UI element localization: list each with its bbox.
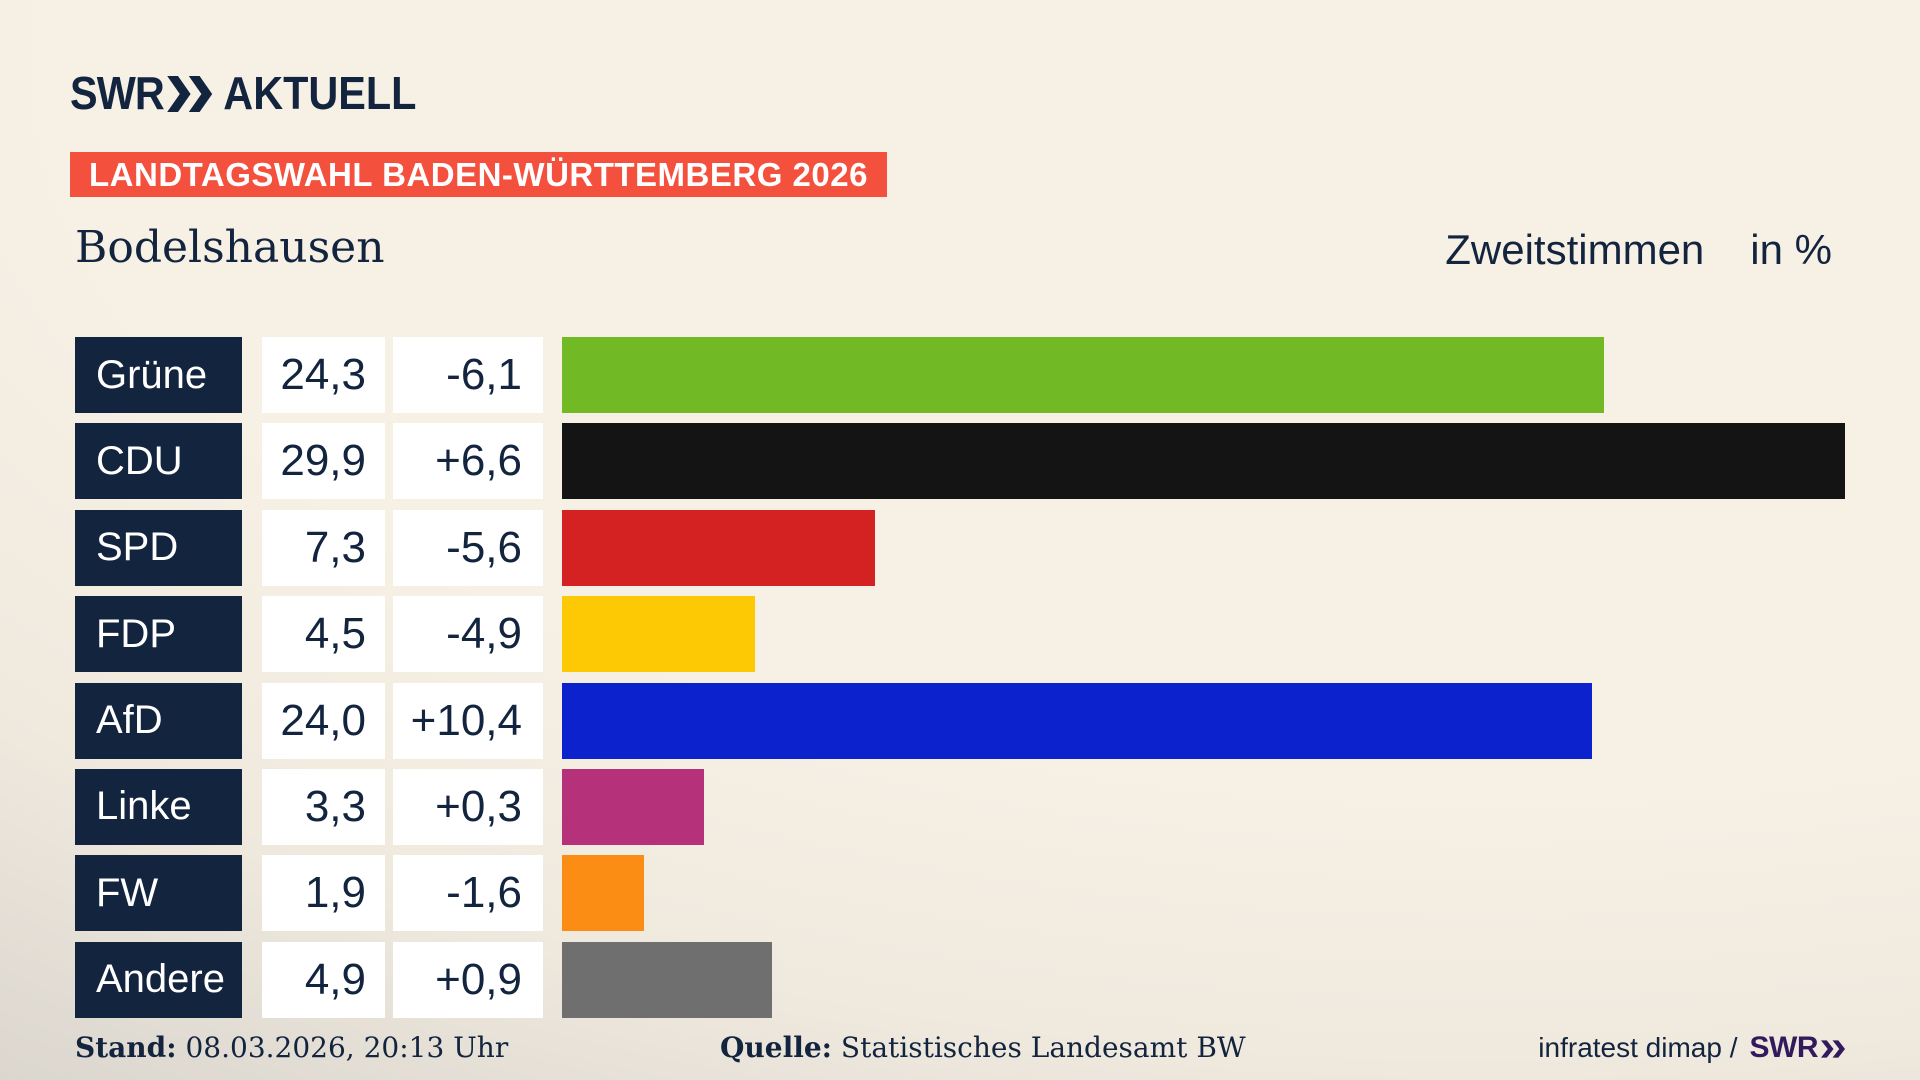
party-label: SPD [75,509,242,586]
election-banner: LANDTAGSWAHL BADEN-WÜRTTEMBERG 2026 [70,152,887,197]
party-value: 4,5 [262,596,385,673]
source-credit: Quelle: Statistisches Landesamt BW [720,1031,1246,1064]
party-label: AfD [75,682,242,759]
party-value: 29,9 [262,423,385,500]
chart: Grüne 24,3 -6,1 CDU 29,9 +6,6 SPD 7,3 -5,6 FDP 4,5… [0,337,1920,1028]
party-value: 7,3 [262,509,385,586]
party-label: Andere [75,941,242,1018]
party-row: Grüne 24,3 -6,1 [0,337,1920,413]
stand-label: Stand: [75,1031,177,1064]
party-label: CDU [75,423,242,500]
party-row: FW 1,9 -1,6 [0,855,1920,932]
party-change: -5,6 [393,509,543,586]
swr-logo-text: SWR [70,67,165,119]
party-row: FDP 4,5 -4,9 [0,596,1920,673]
party-bar [562,423,1845,500]
party-change: +0,3 [393,768,543,845]
party-bar [562,941,773,1018]
credit-text: infratest dimap / [1538,1032,1738,1063]
party-bar [562,337,1605,413]
party-change: +10,4 [393,682,543,759]
party-change: +6,6 [393,423,543,500]
party-row: CDU 29,9 +6,6 [0,423,1920,500]
agency-credit: infratest dimap / SWR [1538,1031,1846,1065]
party-change: +0,9 [393,941,543,1018]
municipality-title: Bodelshausen [75,222,385,273]
vote-type-title: Zweitstimmen in % [1445,226,1832,274]
party-value: 4,9 [262,941,385,1018]
swr-credit-logo: SWR [1750,1031,1847,1065]
double-chevron-right-icon [167,76,214,112]
party-bar [562,768,704,845]
party-label: FW [75,855,242,932]
unit-label: in % [1750,226,1832,273]
party-change: -6,1 [393,337,543,413]
party-row: SPD 7,3 -5,6 [0,509,1920,586]
source-value: Statistisches Landesamt BW [832,1031,1246,1064]
swr-credit-text: SWR [1749,1031,1819,1064]
party-label: Linke [75,768,242,845]
party-bar [562,855,644,932]
stand-value: 08.03.2026, 20:13 Uhr [176,1031,509,1064]
party-label: FDP [75,596,242,673]
party-bar [562,682,1592,759]
party-row: AfD 24,0 +10,4 [0,682,1920,759]
party-label: Grüne [75,337,242,413]
party-row: Andere 4,9 +0,9 [0,941,1920,1018]
swr-aktuell-logo: SWR AKTUELL [70,66,416,120]
stand-timestamp: Stand: 08.03.2026, 20:13 Uhr [75,1031,508,1064]
party-change: -4,9 [393,596,543,673]
party-row: Linke 3,3 +0,3 [0,768,1920,845]
party-bar [562,596,756,673]
party-value: 1,9 [262,855,385,932]
party-value: 24,0 [262,682,385,759]
vote-type-label: Zweitstimmen [1445,226,1705,273]
double-chevron-right-icon [1821,1040,1846,1058]
party-change: -1,6 [393,855,543,932]
party-value: 3,3 [262,768,385,845]
party-bar [562,509,876,586]
aktuell-logo-text: AKTUELL [223,67,417,119]
party-value: 24,3 [262,337,385,413]
source-label: Quelle: [720,1031,832,1064]
